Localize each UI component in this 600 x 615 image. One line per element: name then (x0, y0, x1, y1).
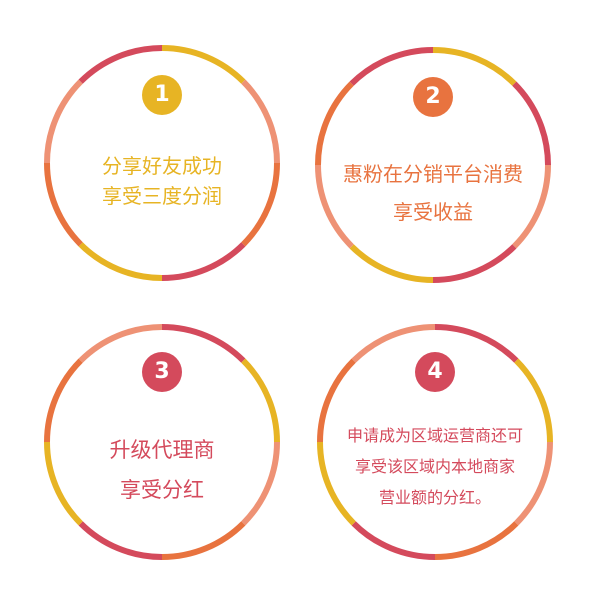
ring-segment (44, 441, 83, 526)
step-number-badge-4: 4 (415, 352, 455, 392)
ring-segment (317, 441, 356, 526)
ring-3 (44, 324, 280, 560)
step-4-line-2: 享受该区域内本地商家 (354, 457, 515, 476)
ring-segment (514, 358, 553, 443)
step-2-line-2: 享受收益 (393, 200, 473, 224)
ring-segment (349, 47, 434, 86)
step-4-line-3: 营业额的分红。 (378, 488, 491, 507)
ring-segment (432, 244, 517, 283)
step-number-badge-1: 1 (142, 75, 182, 115)
step-3-line-1: 升级代理商 (109, 438, 215, 462)
step-card-2: 2 惠粉在分销平台消费 享受收益 (313, 45, 553, 285)
ring-segment (241, 162, 280, 247)
step-text-3: 升级代理商 享受分红 (62, 430, 262, 510)
ring-segment (432, 47, 517, 86)
ring-segment (161, 45, 246, 84)
ring-segment (161, 242, 246, 281)
step-card-1: 1 分享好友成功 享受三度分润 (42, 43, 282, 283)
ring-segment (351, 324, 436, 363)
ring-segment (434, 324, 519, 363)
ring-1 (44, 45, 280, 281)
ring-segment (512, 164, 551, 249)
ring-segment (349, 244, 434, 283)
ring-segment (161, 521, 246, 560)
ring-segment (78, 324, 163, 363)
ring-segment (315, 81, 354, 166)
ring-2 (315, 47, 551, 283)
ring-segment (78, 242, 163, 281)
ring-segment (241, 441, 280, 526)
step-4-line-1: 申请成为区域运营商还可 (346, 426, 523, 445)
step-card-3: 3 升级代理商 享受分红 (42, 322, 282, 562)
ring-4 (317, 324, 553, 560)
ring-segment (241, 358, 280, 443)
step-text-1: 分享好友成功 享受三度分润 (62, 151, 262, 211)
ring-segment (44, 358, 83, 443)
step-text-4: 申请成为区域运营商还可 享受该区域内本地商家 营业额的分红。 (327, 420, 543, 513)
ring-segment (44, 162, 83, 247)
ring-segment (44, 79, 83, 164)
ring-segment (351, 521, 436, 560)
step-card-4: 4 申请成为区域运营商还可 享受该区域内本地商家 营业额的分红。 (315, 322, 555, 562)
step-3-line-2: 享受分红 (120, 478, 204, 502)
step-1-line-2: 享受三度分润 (102, 184, 222, 208)
ring-segment (434, 521, 519, 560)
ring-segment (514, 441, 553, 526)
ring-segment (78, 521, 163, 560)
step-number-badge-3: 3 (142, 352, 182, 392)
step-number-badge-2: 2 (413, 77, 453, 117)
ring-segment (512, 81, 551, 166)
ring-segment (315, 164, 354, 249)
step-1-line-1: 分享好友成功 (102, 154, 222, 178)
ring-segment (78, 45, 163, 84)
ring-segment (317, 358, 356, 443)
step-2-line-1: 惠粉在分销平台消费 (343, 162, 523, 186)
ring-segment (161, 324, 246, 363)
ring-segment (241, 79, 280, 164)
step-text-2: 惠粉在分销平台消费 享受收益 (333, 155, 533, 231)
